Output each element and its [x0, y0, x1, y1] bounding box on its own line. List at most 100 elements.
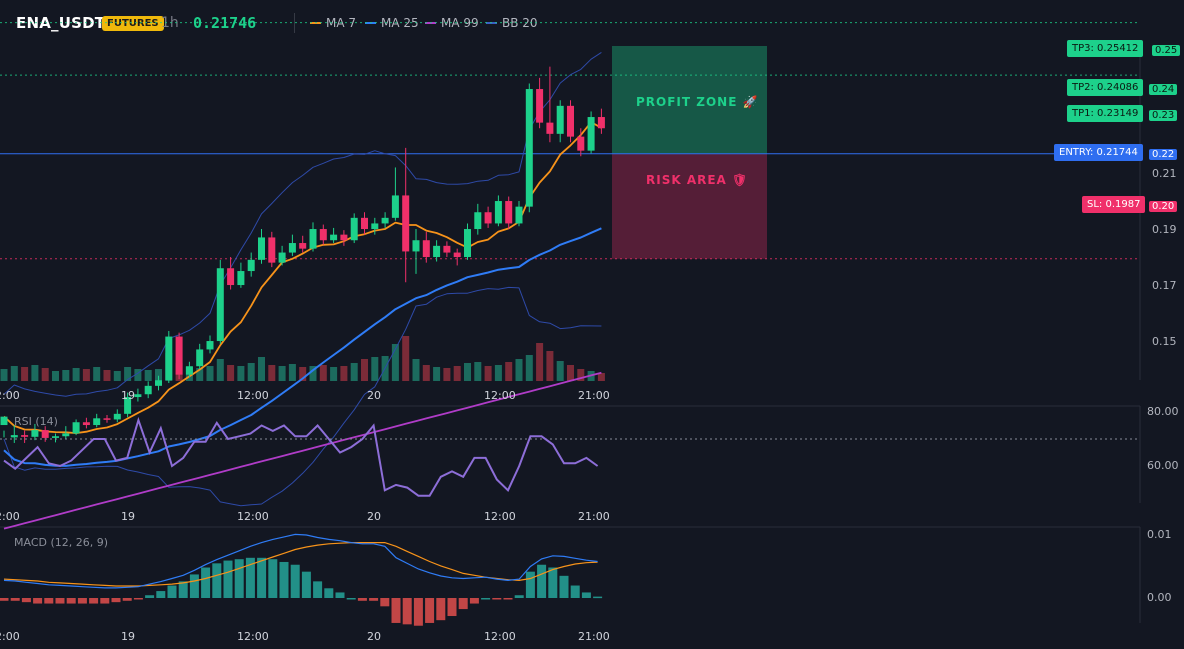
- candle-body: [381, 217, 389, 224]
- volume-bar: [134, 369, 142, 381]
- candle-body: [340, 234, 348, 241]
- candle-body: [62, 433, 70, 437]
- price-axis-label: 0.15: [1152, 335, 1177, 348]
- volume-bar: [299, 367, 307, 381]
- macd-histogram-bar: [481, 598, 491, 600]
- volume-bar: [494, 365, 502, 381]
- rsi-line: [3, 416, 599, 497]
- macd-axis-label: 0.01: [1147, 528, 1172, 541]
- candle-body: [402, 195, 410, 252]
- price-axis-label: 0.22: [1149, 146, 1178, 163]
- candle-body: [52, 436, 59, 438]
- volume-bar: [124, 367, 132, 381]
- macd-histogram-bar: [469, 598, 479, 604]
- macd-histogram-bar: [268, 559, 278, 598]
- volume-bar: [577, 369, 585, 381]
- candle-body: [113, 413, 121, 420]
- macd-histogram-bar: [223, 560, 233, 598]
- volume-bar: [288, 364, 296, 381]
- macd-histogram-bar: [525, 571, 535, 598]
- candle-body: [525, 89, 533, 207]
- profit-zone: [612, 46, 767, 154]
- time-axis-label: 12:00: [237, 630, 269, 643]
- candle-body: [155, 380, 162, 386]
- macd-histogram-bar: [33, 598, 43, 604]
- time-axis-label: 12:00: [0, 630, 20, 643]
- candle-body: [41, 430, 49, 438]
- macd-histogram-bar: [380, 598, 390, 607]
- macd-axis-label: 0.00: [1147, 591, 1172, 604]
- time-axis-label: 12:00: [0, 389, 20, 402]
- candle-body: [556, 105, 564, 134]
- macd-histogram-bar: [492, 598, 502, 600]
- candle-body: [484, 212, 492, 224]
- volume-bar: [422, 365, 430, 381]
- time-axis-label: 20: [367, 389, 381, 402]
- time-axis-label: 19: [121, 630, 135, 643]
- timeframe-label[interactable]: 1h: [161, 15, 179, 31]
- volume-bar: [443, 368, 451, 381]
- volume-bar: [0, 369, 8, 381]
- macd-histogram-bar: [212, 563, 222, 598]
- candle-body: [103, 418, 111, 420]
- tp2-tag: TP2: 0.24086: [1067, 79, 1144, 96]
- candle-body: [0, 416, 8, 426]
- profit-zone-label: PROFIT ZONE 🚀: [636, 95, 759, 109]
- candle-body: [412, 240, 420, 252]
- candle-body: [175, 336, 183, 375]
- macd-histogram-bar: [313, 581, 323, 598]
- volume-bar: [309, 366, 317, 381]
- volume-bar: [402, 336, 410, 381]
- volume-bar: [453, 366, 461, 381]
- chart-header: ENA_USDT FUTURES 1h 0.21746 MA 7 MA 25 M…: [0, 0, 1184, 46]
- candle-body: [505, 201, 513, 224]
- volume-bar: [206, 366, 214, 381]
- volume-bar: [597, 373, 605, 381]
- risk-area-label: RISK AREA 🛡: [646, 173, 749, 187]
- tp1-tag: TP1: 0.23149: [1067, 105, 1144, 122]
- macd-histogram-bar: [44, 598, 54, 604]
- volume-bar: [258, 357, 265, 381]
- macd-histogram-bar: [178, 581, 188, 598]
- ma99-line: [3, 371, 602, 530]
- macd-histogram-bar: [447, 598, 457, 617]
- time-axis-label: 12:00: [484, 510, 516, 523]
- macd-histogram-bar: [156, 591, 166, 598]
- macd-histogram-bar: [89, 598, 99, 604]
- candle-body: [10, 435, 18, 438]
- macd-histogram-bar: [10, 598, 20, 601]
- volume-bar: [546, 351, 554, 381]
- macd-line: [3, 533, 598, 589]
- macd-histogram-bar: [335, 592, 345, 598]
- macd-histogram-bar: [77, 598, 87, 604]
- legend-bb20-label: BB 20: [502, 16, 538, 30]
- candle-body: [185, 366, 193, 375]
- volume-bar: [52, 371, 59, 381]
- candle-body: [464, 229, 471, 258]
- macd-histogram-bar: [324, 588, 334, 598]
- macd-histogram-bar: [257, 557, 267, 598]
- macd-histogram-bar: [436, 598, 446, 621]
- candle-body: [567, 105, 574, 137]
- candle-body: [288, 243, 296, 253]
- candle-body: [546, 122, 554, 134]
- macd-histogram-bar: [21, 598, 31, 603]
- price-axis-label: 0.23: [1149, 107, 1178, 124]
- candle-body: [206, 341, 214, 350]
- candle-body: [82, 422, 90, 426]
- macd-histogram-bar: [245, 557, 255, 598]
- rsi-axis-label: 80.00: [1147, 405, 1179, 418]
- volume-bar: [72, 368, 80, 381]
- candle-body: [536, 89, 544, 123]
- volume-bar: [350, 363, 358, 381]
- candle-body: [515, 206, 523, 224]
- risk-zone: [612, 153, 767, 259]
- macd-histogram-bar: [189, 574, 199, 598]
- volume-bar: [41, 368, 49, 381]
- volume-bar: [412, 359, 420, 381]
- volume-bar: [268, 365, 276, 381]
- volume-bar: [144, 370, 152, 381]
- volume-bar: [556, 361, 564, 381]
- macd-histogram-bar: [581, 592, 591, 598]
